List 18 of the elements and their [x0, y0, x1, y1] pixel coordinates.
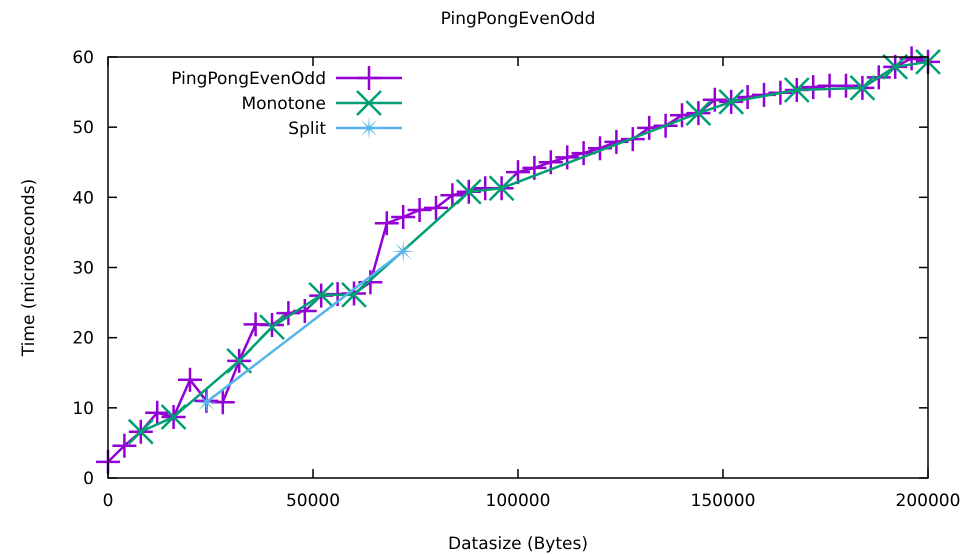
x-tick-label: 0 — [102, 491, 114, 511]
y-tick-label: 10 — [72, 398, 94, 419]
y-tick-label: 20 — [72, 328, 94, 349]
y-tick-label: 0 — [83, 469, 94, 489]
y-tick-label: 50 — [72, 118, 94, 138]
y-tick-label: 40 — [72, 188, 94, 208]
y-tick-label: 60 — [72, 48, 94, 68]
x-tick-label: 50000 — [286, 491, 340, 511]
legend-label: Monotone — [241, 94, 326, 114]
legend-label: Split — [288, 119, 326, 139]
x-tick-label: 200000 — [896, 491, 960, 511]
y-axis-title: Time (microseconds) — [19, 178, 39, 358]
x-axis-title: Datasize (Bytes) — [448, 534, 588, 554]
x-tick-label: 100000 — [486, 491, 550, 511]
legend-label: PingPongEvenOdd — [171, 69, 326, 89]
chart-title: PingPongEvenOdd — [440, 9, 596, 29]
y-tick-label: 30 — [72, 258, 94, 278]
x-tick-label: 150000 — [690, 491, 756, 511]
